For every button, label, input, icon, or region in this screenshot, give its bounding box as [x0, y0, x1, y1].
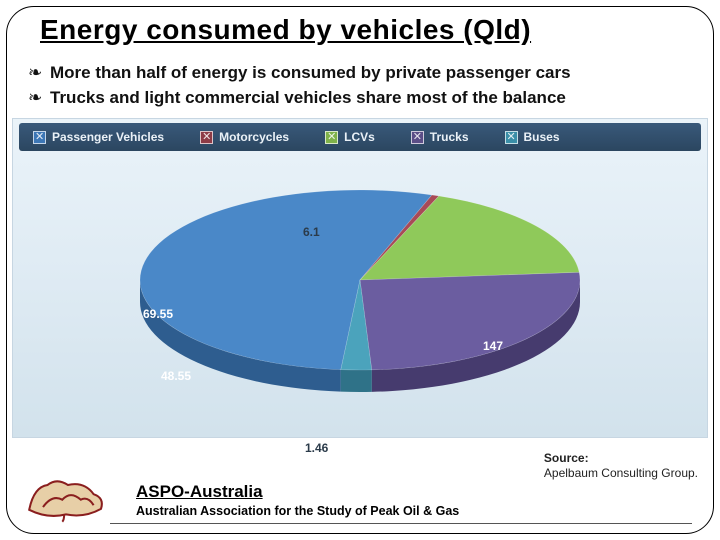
chart-legend: Passenger Vehicles Motorcycles LCVs Truc…: [19, 123, 701, 151]
pie-holder: 147 1.46 48.55 69.55 6.1: [13, 169, 707, 407]
legend-label: Trucks: [430, 130, 469, 144]
slide-footer: ASPO-Australia Australian Association fo…: [0, 476, 720, 530]
bullet-item: ❧ More than half of energy is consumed b…: [28, 62, 692, 85]
data-label: 69.55: [143, 307, 173, 321]
data-label: 6.1: [303, 225, 320, 239]
bullet-item: ❧ Trucks and light commercial vehicles s…: [28, 87, 692, 110]
aspo-logo-icon: [20, 468, 112, 524]
legend-label: LCVs: [344, 130, 375, 144]
data-label: 1.46: [305, 441, 328, 455]
legend-swatch-icon: [33, 131, 46, 144]
bullet-text: More than half of energy is consumed by …: [50, 63, 571, 82]
legend-swatch-icon: [200, 131, 213, 144]
footer-subtitle: Australian Association for the Study of …: [136, 504, 459, 518]
bullet-list: ❧ More than half of energy is consumed b…: [28, 62, 692, 112]
pie-chart: Passenger Vehicles Motorcycles LCVs Truc…: [12, 118, 708, 438]
bullet-text: Trucks and light commercial vehicles sha…: [50, 88, 566, 107]
footer-rule: [110, 523, 692, 524]
legend-item: Motorcycles: [200, 130, 289, 144]
legend-label: Buses: [524, 130, 560, 144]
legend-label: Passenger Vehicles: [52, 130, 164, 144]
legend-label: Motorcycles: [219, 130, 289, 144]
slide-title: Energy consumed by vehicles (Qld): [40, 14, 680, 46]
data-label: 48.55: [161, 369, 191, 383]
bullet-glyph-icon: ❧: [28, 87, 42, 110]
legend-item: Buses: [505, 130, 560, 144]
legend-swatch-icon: [411, 131, 424, 144]
legend-swatch-icon: [325, 131, 338, 144]
data-label: 147: [483, 339, 503, 353]
legend-swatch-icon: [505, 131, 518, 144]
footer-text: ASPO-Australia Australian Association fo…: [136, 482, 459, 518]
bullet-glyph-icon: ❧: [28, 62, 42, 85]
legend-item: LCVs: [325, 130, 375, 144]
legend-item: Trucks: [411, 130, 469, 144]
source-header: Source:: [544, 451, 698, 467]
legend-item: Passenger Vehicles: [33, 130, 164, 144]
footer-title: ASPO-Australia: [136, 482, 459, 502]
